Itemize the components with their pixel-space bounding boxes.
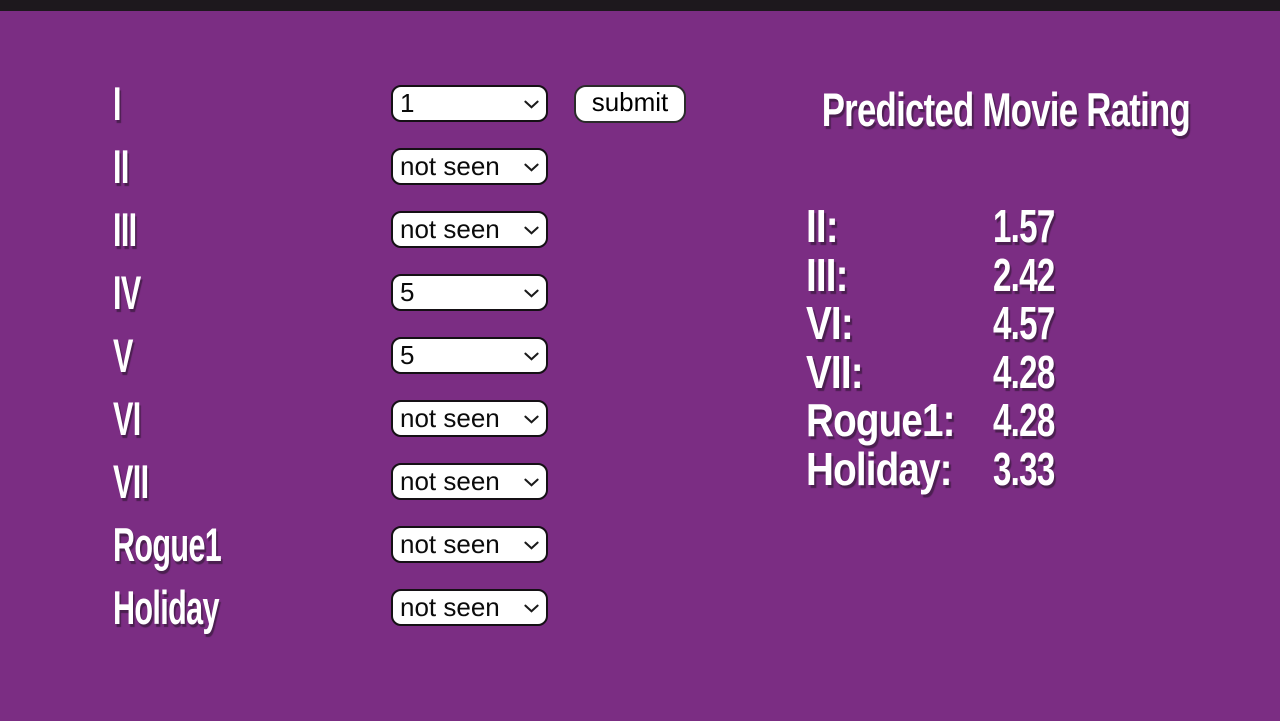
top-black-bar (0, 0, 1280, 11)
movie-label: V (113, 329, 133, 382)
movie-label: I (113, 77, 121, 130)
movie-row: II not seen (113, 140, 686, 193)
prediction-row: II: 1.57 (806, 200, 1094, 252)
prediction-label: Rogue1: (806, 394, 956, 446)
prediction-value: 3.33 (993, 442, 1055, 495)
movie-label: II (113, 140, 129, 193)
rating-select-wrap: 1 (391, 85, 548, 122)
movie-label: Rogue1 (113, 518, 222, 571)
rating-select-wrap: not seen (391, 211, 548, 248)
rating-select-wrap: 5 (391, 274, 548, 311)
movie-row: VII not seen (113, 455, 686, 508)
prediction-label: III: (806, 248, 849, 301)
movie-label: III (113, 203, 137, 256)
rating-select[interactable]: not seen (391, 589, 548, 626)
rating-select-wrap: not seen (391, 463, 548, 500)
prediction-row: Rogue1: 4.28 (806, 394, 1094, 446)
prediction-row: VII: 4.28 (806, 345, 1094, 398)
rating-select[interactable]: not seen (391, 526, 548, 563)
movie-row: Holiday not seen (113, 581, 686, 634)
prediction-label: II: (806, 200, 839, 252)
prediction-value: 2.42 (993, 248, 1055, 301)
submit-button[interactable]: submit (574, 84, 686, 123)
prediction-value: 4.28 (993, 394, 1055, 446)
rating-select-wrap: not seen (391, 148, 548, 185)
rating-select[interactable]: 5 (391, 274, 548, 311)
predictions-list: II: 1.57 III: 2.42 VI: 4.57 VII: 4.28 Ro… (806, 200, 1094, 499)
movie-row: I 1 submit (113, 77, 686, 130)
movie-row: V 5 (113, 329, 686, 382)
movie-label: IV (113, 266, 141, 319)
prediction-value: 4.57 (993, 297, 1055, 349)
rating-select-wrap: 5 (391, 337, 548, 374)
rating-select-wrap: not seen (391, 589, 548, 626)
prediction-label: VII: (806, 345, 864, 398)
rating-select-wrap: not seen (391, 400, 548, 437)
movie-label: VII (113, 455, 149, 508)
prediction-row: VI: 4.57 (806, 297, 1094, 349)
prediction-row: III: 2.42 (806, 248, 1094, 301)
prediction-row: Holiday: 3.33 (806, 442, 1094, 495)
rating-select[interactable]: not seen (391, 148, 548, 185)
movie-row: Rogue1 not seen (113, 518, 686, 571)
rating-select[interactable]: 1 (391, 85, 548, 122)
rating-select[interactable]: not seen (391, 400, 548, 437)
movie-label: VI (113, 392, 141, 445)
movie-row: III not seen (113, 203, 686, 256)
predictions-title: Predicted Movie Rating (821, 83, 1191, 136)
movie-row: VI not seen (113, 392, 686, 445)
movie-label: Holiday (113, 581, 219, 634)
prediction-label: Holiday: (806, 442, 953, 495)
rating-select-wrap: not seen (391, 526, 548, 563)
prediction-value: 4.28 (993, 345, 1055, 398)
rating-select[interactable]: not seen (391, 211, 548, 248)
movie-row: IV 5 (113, 266, 686, 319)
rating-select[interactable]: not seen (391, 463, 548, 500)
rating-select[interactable]: 5 (391, 337, 548, 374)
prediction-value: 1.57 (993, 200, 1055, 252)
movie-rating-form: I 1 submit II not seen III not seen IV (113, 77, 686, 652)
prediction-label: VI: (806, 297, 854, 349)
